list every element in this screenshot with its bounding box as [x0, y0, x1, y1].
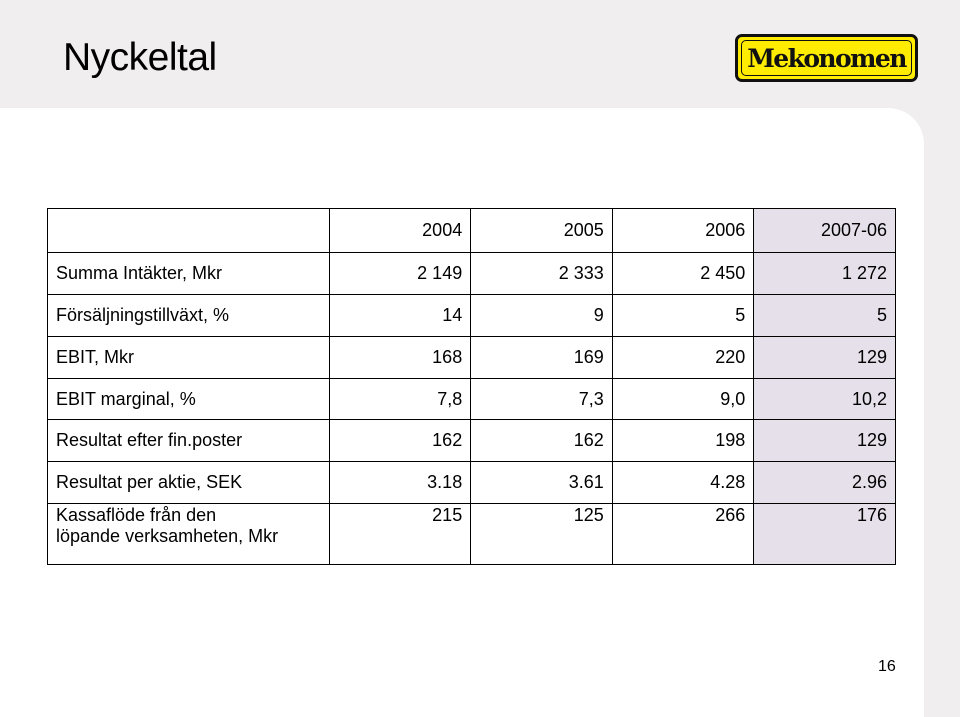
- cell-value: 162: [470, 419, 613, 462]
- row-label: Summa Intäkter, Mkr: [47, 252, 330, 295]
- cell-value: 5: [611, 294, 755, 337]
- header-cell-2006: 2006: [611, 208, 755, 253]
- row-label: Kassaflöde från den löpande verksamheten…: [47, 503, 330, 565]
- cell-value: 162: [328, 419, 472, 462]
- row-label: EBIT, Mkr: [47, 336, 330, 379]
- table-row: EBIT, Mkr 168 169 220 129: [47, 336, 896, 379]
- cell-value: 3.18: [328, 461, 472, 504]
- row-label-line: Kassaflöde från den: [56, 505, 217, 525]
- header-cell-2005: 2005: [470, 208, 613, 253]
- cell-value: 2 149: [328, 252, 472, 295]
- cell-value: 125: [470, 503, 613, 565]
- table-row: Resultat efter fin.poster 162 162 198 12…: [47, 419, 896, 462]
- key-figures-table: 2004 2005 2006 2007-06 Summa Intäkter, M…: [47, 208, 896, 565]
- cell-value: 198: [611, 419, 755, 462]
- row-label: EBIT marginal, %: [47, 378, 330, 420]
- row-label: Försäljningstillväxt, %: [47, 294, 330, 337]
- table-row: Försäljningstillväxt, % 14 9 5 5: [47, 294, 896, 337]
- mekonomen-logo: Mekonomen: [735, 34, 918, 82]
- table-header-row: 2004 2005 2006 2007-06: [47, 208, 896, 253]
- cell-value: 2 333: [470, 252, 613, 295]
- table-row: Resultat per aktie, SEK 3.18 3.61 4.28 2…: [47, 461, 896, 504]
- header-cell-2007-06: 2007-06: [753, 208, 896, 253]
- row-label: Resultat efter fin.poster: [47, 419, 330, 462]
- table-row: Summa Intäkter, Mkr 2 149 2 333 2 450 1 …: [47, 252, 896, 295]
- table-row: Kassaflöde från den löpande verksamheten…: [47, 503, 896, 565]
- cell-value: 14: [328, 294, 472, 337]
- logo-inner-border: Mekonomen: [741, 40, 912, 76]
- cell-value: 176: [753, 503, 896, 565]
- cell-value: 215: [328, 503, 472, 565]
- cell-value: 129: [753, 336, 896, 379]
- cell-value: 168: [328, 336, 472, 379]
- row-label-line: löpande verksamheten, Mkr: [56, 526, 279, 546]
- cell-value: 3.61: [470, 461, 613, 504]
- cell-value: 2.96: [753, 461, 896, 504]
- cell-value: 7,8: [328, 378, 472, 420]
- cell-value: 4.28: [611, 461, 755, 504]
- cell-value: 169: [470, 336, 613, 379]
- table-row: EBIT marginal, % 7,8 7,3 9,0 10,2: [47, 378, 896, 420]
- cell-value: 9,0: [611, 378, 755, 420]
- cell-value: 9: [470, 294, 613, 337]
- cell-value: 5: [753, 294, 896, 337]
- header-cell-2004: 2004: [328, 208, 472, 253]
- row-label: Resultat per aktie, SEK: [47, 461, 330, 504]
- page-number: 16: [878, 658, 896, 675]
- slide-title: Nyckeltal: [63, 36, 217, 79]
- logo-text: Mekonomen: [747, 43, 907, 73]
- cell-value: 10,2: [753, 378, 896, 420]
- cell-value: 266: [611, 503, 755, 565]
- cell-value: 220: [611, 336, 755, 379]
- cell-value: 7,3: [470, 378, 613, 420]
- header-cell-empty: [47, 208, 330, 253]
- cell-value: 2 450: [611, 252, 755, 295]
- cell-value: 129: [753, 419, 896, 462]
- cell-value: 1 272: [753, 252, 896, 295]
